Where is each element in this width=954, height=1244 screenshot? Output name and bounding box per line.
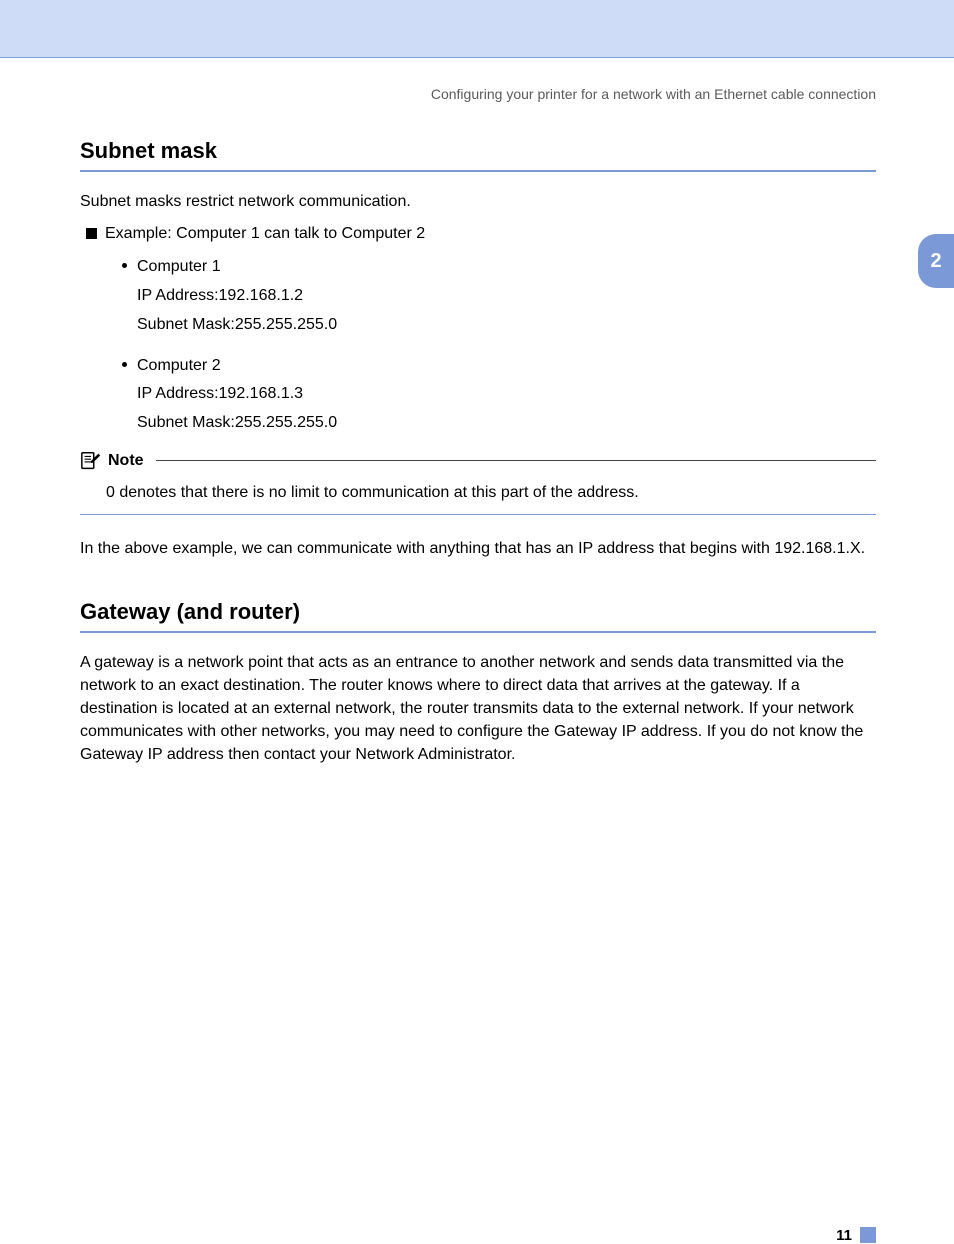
heading-subnet-mask: Subnet mask bbox=[80, 138, 876, 172]
note-block: Note 0 denotes that there is no limit to… bbox=[80, 450, 876, 515]
ip-label: IP Address: bbox=[137, 287, 219, 304]
note-rule bbox=[156, 460, 876, 461]
ip-label: IP Address: bbox=[137, 385, 219, 402]
page-footer: 11 bbox=[80, 1226, 916, 1244]
gateway-body: A gateway is a network point that acts a… bbox=[80, 651, 876, 767]
dot-bullet-icon bbox=[122, 263, 127, 268]
example-line: Example: Computer 1 can talk to Computer… bbox=[86, 225, 876, 243]
note-bottom-rule bbox=[80, 514, 876, 515]
dot-bullet-icon bbox=[122, 362, 127, 367]
computer-list: Computer 1 IP Address:192.168.1.2 Subnet… bbox=[122, 253, 876, 438]
mask-label: Subnet Mask: bbox=[137, 414, 235, 431]
example-label: Example: Computer 1 can talk to Computer… bbox=[105, 225, 425, 242]
ip-value: 192.168.1.2 bbox=[219, 287, 304, 304]
mask-value: 255.255.255.0 bbox=[235, 316, 337, 333]
subnet-closing: In the above example, we can communicate… bbox=[80, 537, 876, 560]
list-item: Computer 2 IP Address:192.168.1.3 Subnet… bbox=[122, 352, 876, 438]
note-header: Note bbox=[80, 450, 876, 472]
footer-accent-bar bbox=[860, 1227, 876, 1243]
note-pencil-icon bbox=[80, 450, 102, 472]
mask-value: 255.255.255.0 bbox=[235, 414, 337, 431]
note-label: Note bbox=[108, 452, 144, 470]
computer-name: Computer 2 bbox=[137, 357, 221, 374]
page-number: 11 bbox=[836, 1227, 852, 1244]
square-bullet-icon bbox=[86, 228, 97, 239]
heading-gateway: Gateway (and router) bbox=[80, 599, 876, 633]
note-body: 0 denotes that there is no limit to comm… bbox=[106, 482, 876, 504]
subnet-intro: Subnet masks restrict network communicat… bbox=[80, 190, 876, 213]
content-area: Subnet mask Subnet masks restrict networ… bbox=[80, 138, 916, 766]
top-band bbox=[0, 0, 954, 58]
breadcrumb: Configuring your printer for a network w… bbox=[80, 86, 916, 102]
ip-value: 192.168.1.3 bbox=[219, 385, 304, 402]
mask-label: Subnet Mask: bbox=[137, 316, 235, 333]
chapter-tab: 2 bbox=[918, 234, 954, 288]
page-body: Configuring your printer for a network w… bbox=[0, 86, 954, 1244]
list-item: Computer 1 IP Address:192.168.1.2 Subnet… bbox=[122, 253, 876, 339]
computer-name: Computer 1 bbox=[137, 258, 221, 275]
